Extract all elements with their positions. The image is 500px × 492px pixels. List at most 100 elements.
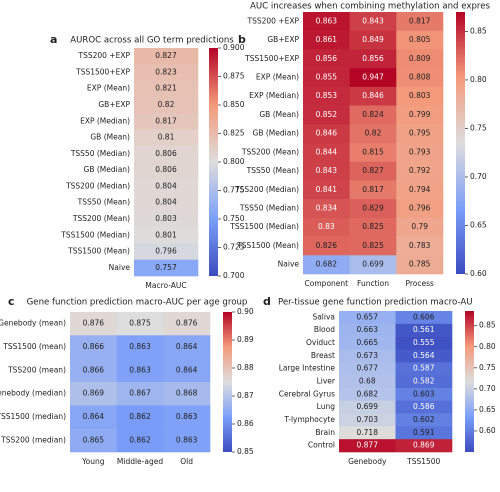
colorbar-tick-label: 0.75 xyxy=(470,123,487,132)
cell-label: 0.806 xyxy=(155,165,177,174)
cell-label: 0.606 xyxy=(413,312,435,321)
heatmap-cell xyxy=(339,349,396,363)
cell-label: 0.827 xyxy=(362,166,384,175)
colorbar-tick-label: 0.60 xyxy=(470,269,487,278)
heatmap-cell xyxy=(134,178,199,195)
heatmap-cell xyxy=(339,400,396,414)
heatmap-cell xyxy=(396,255,444,275)
row-label: Cerebral Gyrus xyxy=(279,389,335,398)
row-label: TSS1500 (Median) xyxy=(229,222,299,231)
cell-label: 0.591 xyxy=(413,428,435,437)
panel-letter: c xyxy=(8,295,15,308)
colorbar xyxy=(223,312,232,452)
cell-label: 0.863 xyxy=(176,435,198,444)
panel-title: Gene function prediction macro-AUC per a… xyxy=(27,298,248,308)
cell-label: 0.804 xyxy=(155,198,177,207)
cell-label: 0.864 xyxy=(176,342,198,351)
heatmap-cell xyxy=(134,162,199,179)
heatmap-cell xyxy=(163,405,211,429)
cell-label: 0.805 xyxy=(409,35,431,44)
cell-label: 0.785 xyxy=(409,260,431,269)
colorbar-tick-label: 0.875 xyxy=(223,72,245,81)
row-label: GB (Mean) xyxy=(90,133,130,142)
colorbar-tick-label: 0.65 xyxy=(470,220,487,229)
row-label: TSS200 (Mean) xyxy=(72,214,130,223)
heatmap-cell xyxy=(395,323,453,337)
colorbar-tick-label: 0.87 xyxy=(237,391,254,400)
cell-label: 0.876 xyxy=(176,319,198,328)
heatmap-cell xyxy=(396,105,444,125)
heatmap-cell xyxy=(395,336,453,350)
cell-label: 0.817 xyxy=(362,185,384,194)
cell-label: 0.827 xyxy=(155,51,177,60)
panel-title: Per-tissue gene function prediction macr… xyxy=(278,298,473,308)
cell-label: 0.834 xyxy=(316,204,338,213)
cell-label: 0.809 xyxy=(409,54,431,63)
heatmap-cell xyxy=(339,439,396,453)
cell-label: 0.657 xyxy=(357,312,379,321)
heatmap-cell xyxy=(134,194,199,212)
heatmap-cell xyxy=(303,199,350,219)
heatmap-cell xyxy=(395,349,453,363)
heatmap-cell xyxy=(339,362,396,376)
cell-label: 0.821 xyxy=(155,84,177,93)
row-label: Naive xyxy=(278,260,300,269)
cell-label: 0.876 xyxy=(83,319,105,328)
cell-label: 0.793 xyxy=(409,147,431,156)
row-label: EXP (Median) xyxy=(80,116,130,125)
heatmap-cell xyxy=(163,312,211,336)
cell-label: 0.866 xyxy=(83,342,105,351)
cell-label: 0.792 xyxy=(409,166,431,175)
row-label: TSS1500 (Median) xyxy=(60,230,130,239)
row-label: EXP (Median) xyxy=(249,91,299,100)
colorbar-tick-label: 0.86 xyxy=(237,419,254,428)
row-label: Large Intestine xyxy=(279,364,336,373)
cell-label: 0.83 xyxy=(318,222,335,231)
heatmap-cell xyxy=(339,375,396,389)
cell-label: 0.825 xyxy=(362,222,384,231)
row-label: TSS1500+EXP xyxy=(244,54,299,63)
cell-label: 0.862 xyxy=(129,435,151,444)
colorbar xyxy=(456,12,465,274)
cell-label: 0.869 xyxy=(413,441,435,450)
heatmap-cell xyxy=(70,358,117,383)
heatmap-cell xyxy=(349,161,397,181)
heatmap-cell xyxy=(396,86,444,106)
cell-label: 0.677 xyxy=(357,364,379,373)
heatmap-cell xyxy=(303,30,350,50)
row-label: TSS200 +EXP xyxy=(78,51,131,60)
heatmap-cell xyxy=(396,236,444,256)
colorbar-tick-label: 0.80 xyxy=(479,342,496,351)
cell-label: 0.855 xyxy=(316,73,338,82)
heatmap-cell xyxy=(395,362,453,376)
colorbar-tick-label: 0.60 xyxy=(479,426,496,435)
colorbar xyxy=(465,311,474,452)
heatmap-cell xyxy=(303,236,350,256)
cell-label: 0.843 xyxy=(316,166,338,175)
heatmap-cell xyxy=(395,375,453,389)
panel-letter: b xyxy=(238,33,246,46)
row-label: GB (Median) xyxy=(84,165,131,174)
cell-label: 0.796 xyxy=(155,247,177,256)
panel-title: AUC increases when combining methylation… xyxy=(250,2,491,12)
cell-label: 0.841 xyxy=(316,185,338,194)
row-label: TSS1500+EXP xyxy=(75,67,130,76)
cell-label: 0.795 xyxy=(409,129,431,138)
colorbar-tick-label: 0.750 xyxy=(223,214,245,223)
cell-label: 0.699 xyxy=(362,260,384,269)
colorbar-tick-label: 0.775 xyxy=(223,186,245,195)
cell-label: 0.869 xyxy=(83,389,105,398)
cell-label: 0.853 xyxy=(316,91,338,100)
heatmap-cell xyxy=(163,428,211,453)
cell-label: 0.863 xyxy=(129,365,151,374)
cell-label: 0.794 xyxy=(409,185,431,194)
heatmap-cell xyxy=(349,199,397,219)
cell-label: 0.799 xyxy=(409,110,431,119)
heatmap-cell xyxy=(396,161,444,181)
colorbar-tick-label: 0.85 xyxy=(479,321,496,330)
cell-label: 0.817 xyxy=(155,116,177,125)
heatmap-cell xyxy=(116,358,164,383)
cell-label: 0.863 xyxy=(316,16,338,25)
heatmap-cell xyxy=(396,180,444,200)
